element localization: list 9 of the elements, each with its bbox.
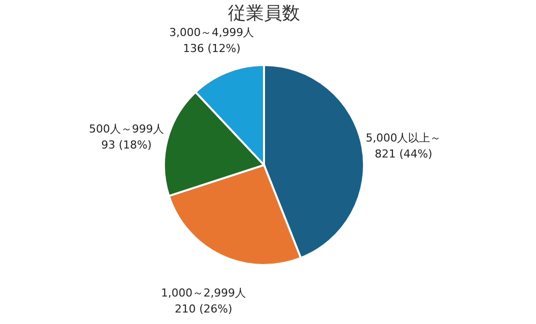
slice-label: 3,000～4,999人 (169, 26, 254, 39)
data-label: 210 (26%) (174, 302, 232, 316)
chart-title: 従業員数 (228, 2, 300, 24)
slice-label: 1,000～2,999人 (161, 286, 246, 300)
slice-label: 500人～999人 (88, 122, 164, 136)
data-label: 136 (12%) (182, 42, 240, 55)
data-label: 821 (44%) (374, 147, 432, 160)
slice-label: 5,000人以上～ (366, 131, 442, 144)
data-label: 93 (18%) (101, 138, 152, 152)
